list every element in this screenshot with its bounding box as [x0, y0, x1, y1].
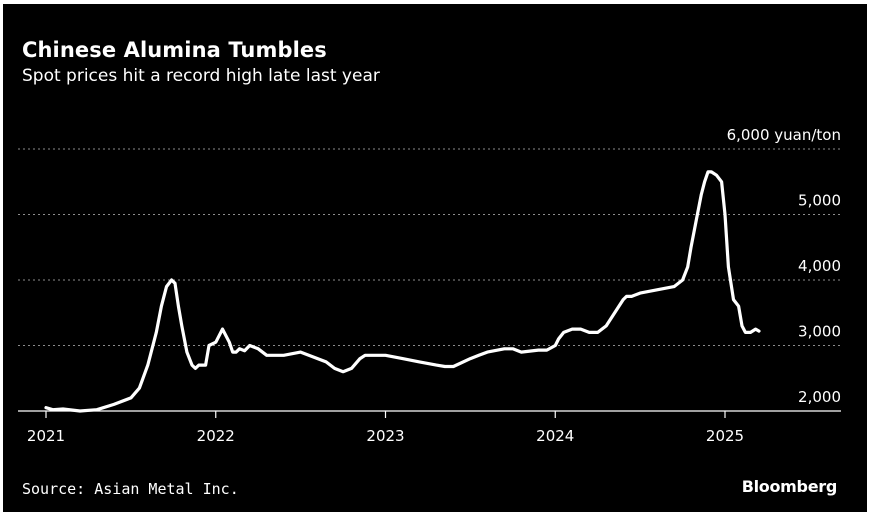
source-note: Source: Asian Metal Inc.	[22, 480, 239, 498]
price-line-series-0	[44, 170, 761, 413]
y-tick-label-6000: 6,000 yuan/ton	[727, 126, 841, 144]
y-tick-label-2000: 2,000	[798, 388, 841, 406]
x-tick-label-2024: 2024	[536, 427, 574, 445]
y-tick-label-5000: 5,000	[798, 192, 841, 210]
chart-title: Chinese Alumina Tumbles	[22, 38, 327, 62]
bloomberg-logo: Bloomberg	[741, 477, 838, 496]
chart-subtitle: Spot prices hit a record high late last …	[22, 66, 380, 86]
x-tick-label-2022: 2022	[197, 427, 235, 445]
x-tick-label-2023: 2023	[366, 427, 404, 445]
chart-frame: Chinese Alumina Tumbles Spot prices hit …	[3, 4, 867, 512]
y-tick-label-4000: 4,000	[798, 257, 841, 275]
line-chart: 2,000 3,000 4,000 5,000 6,000 yuan/ton 2021 20…	[18, 126, 841, 445]
x-tick-label-2021: 2021	[27, 427, 65, 445]
x-tick-label-2025: 2025	[706, 427, 744, 445]
y-tick-label-3000: 3,000	[798, 323, 841, 341]
